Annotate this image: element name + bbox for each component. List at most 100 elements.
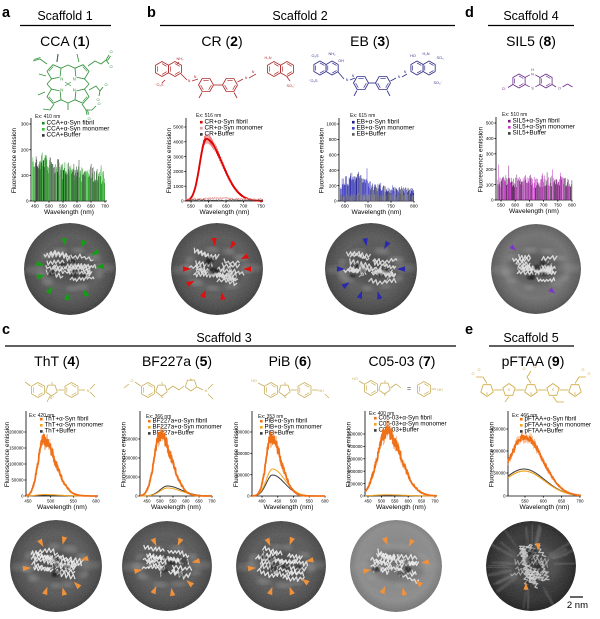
- svg-text:S: S: [384, 393, 387, 397]
- svg-text:HO: HO: [352, 377, 358, 381]
- svg-text:S: S: [284, 382, 287, 386]
- svg-text:700: 700: [576, 498, 584, 503]
- svg-text:500: 500: [486, 121, 494, 126]
- svg-text:200: 200: [486, 167, 494, 172]
- svg-text:100: 100: [486, 182, 494, 187]
- svg-text:SO₃⁻: SO₃⁻: [433, 81, 442, 85]
- svg-text:Wavelength (nm): Wavelength (nm): [44, 209, 94, 216]
- svg-text:CR (2): CR (2): [201, 33, 242, 49]
- svg-text:N: N: [188, 79, 191, 83]
- svg-text:550: 550: [497, 202, 505, 207]
- svg-text:300: 300: [486, 152, 494, 157]
- svg-text:O: O: [523, 367, 526, 371]
- svg-text:=: =: [407, 386, 411, 393]
- svg-text:550: 550: [169, 498, 177, 503]
- svg-text:O: O: [131, 379, 134, 383]
- svg-text:100: 100: [21, 173, 29, 178]
- svg-text:BF227a (5): BF227a (5): [142, 353, 212, 369]
- svg-text:N: N: [352, 74, 355, 78]
- svg-text:O: O: [588, 372, 591, 376]
- svg-text:S: S: [161, 382, 164, 386]
- svg-text:650: 650: [341, 203, 349, 208]
- svg-text:Fluorescence emission: Fluorescence emission: [478, 126, 485, 192]
- svg-text:300: 300: [21, 122, 29, 127]
- svg-text:800: 800: [568, 202, 576, 207]
- svg-text:C05-03 (7): C05-03 (7): [369, 353, 436, 369]
- svg-text:500: 500: [45, 203, 53, 208]
- svg-text:0: 0: [26, 199, 29, 204]
- svg-text:CCA (1): CCA (1): [40, 33, 90, 49]
- svg-text:450: 450: [364, 498, 372, 503]
- svg-text:200: 200: [329, 183, 337, 188]
- svg-text:c: c: [2, 322, 10, 338]
- svg-text:800: 800: [329, 137, 337, 142]
- svg-text:N: N: [252, 70, 255, 74]
- svg-text:650: 650: [195, 498, 203, 503]
- svg-text:Wavelength (nm): Wavelength (nm): [264, 504, 314, 511]
- svg-text:600: 600: [92, 498, 100, 503]
- svg-text:450: 450: [24, 498, 32, 503]
- svg-text:S: S: [531, 87, 534, 91]
- svg-text:EB (3): EB (3): [350, 33, 390, 49]
- svg-text:400: 400: [258, 498, 266, 503]
- svg-text:400: 400: [329, 168, 337, 173]
- svg-text:600: 600: [205, 203, 213, 208]
- svg-text:Fluorescence emission: Fluorescence emission: [4, 421, 11, 487]
- svg-text:Scaffold 4: Scaffold 4: [503, 9, 558, 23]
- svg-text:500: 500: [156, 498, 164, 503]
- svg-text:0: 0: [491, 198, 494, 203]
- svg-text:SO₃: SO₃: [436, 56, 443, 60]
- svg-text:700: 700: [101, 203, 109, 208]
- svg-text:SO₃⁻: SO₃⁻: [286, 84, 295, 88]
- svg-text:O: O: [534, 365, 537, 369]
- svg-text:800: 800: [410, 203, 418, 208]
- svg-text:100000: 100000: [9, 462, 24, 467]
- svg-text:PiB+Buffer: PiB+Buffer: [265, 430, 295, 437]
- svg-text:Scaffold 3: Scaffold 3: [196, 331, 251, 345]
- svg-text:600: 600: [321, 498, 329, 503]
- svg-text:Fluorescence emission: Fluorescence emission: [489, 421, 496, 487]
- svg-text:N: N: [161, 395, 164, 399]
- svg-text:pFTAA+Buffer: pFTAA+Buffer: [525, 428, 564, 435]
- svg-text:550: 550: [391, 498, 399, 503]
- svg-text:550: 550: [521, 498, 529, 503]
- svg-text:HO: HO: [251, 379, 257, 383]
- svg-text:600: 600: [511, 202, 519, 207]
- svg-text:700: 700: [540, 202, 548, 207]
- svg-text:600: 600: [329, 153, 337, 158]
- svg-text:400: 400: [486, 136, 494, 141]
- svg-text:e: e: [465, 322, 473, 338]
- svg-text:NH₂: NH₂: [329, 52, 336, 56]
- svg-text:O: O: [97, 101, 100, 106]
- svg-text:750: 750: [554, 202, 562, 207]
- svg-text:O: O: [478, 368, 481, 372]
- svg-text:O: O: [87, 116, 90, 121]
- svg-text:N: N: [73, 76, 76, 81]
- svg-text:Wavelength (nm): Wavelength (nm): [352, 209, 402, 216]
- svg-text:N: N: [531, 73, 534, 77]
- svg-text:Fluorescence emission: Fluorescence emission: [166, 127, 173, 193]
- svg-text:O: O: [558, 87, 561, 91]
- svg-text:0: 0: [334, 199, 337, 204]
- svg-text:750: 750: [257, 203, 265, 208]
- svg-text:Wavelength (nm): Wavelength (nm): [37, 504, 87, 511]
- svg-text:2 nm: 2 nm: [567, 600, 588, 611]
- svg-text:Fluorescence emission: Fluorescence emission: [121, 421, 128, 487]
- svg-text:450: 450: [274, 498, 282, 503]
- svg-text:3000: 3000: [173, 154, 184, 159]
- svg-text:O: O: [582, 368, 585, 372]
- svg-text:Wavelength (nm): Wavelength (nm): [151, 504, 201, 511]
- svg-text:N: N: [60, 76, 63, 81]
- svg-text:H₂N: H₂N: [423, 52, 430, 56]
- svg-text:500: 500: [378, 498, 386, 503]
- svg-text:650: 650: [418, 498, 426, 503]
- svg-text:600: 600: [405, 498, 413, 503]
- svg-text:Fluorescence emission: Fluorescence emission: [346, 421, 353, 487]
- svg-text:Scaffold 2: Scaffold 2: [272, 9, 327, 23]
- svg-text:ThT (4): ThT (4): [34, 353, 80, 369]
- svg-text:N: N: [87, 389, 90, 393]
- svg-text:N: N: [245, 76, 248, 80]
- svg-text:Fluorescence emission: Fluorescence emission: [233, 421, 240, 487]
- svg-text:0: 0: [181, 199, 184, 204]
- svg-text:b: b: [147, 5, 156, 21]
